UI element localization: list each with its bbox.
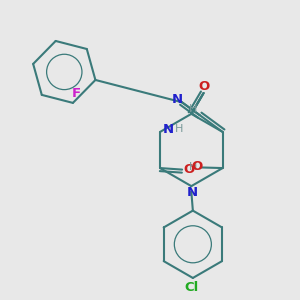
Text: N: N: [186, 186, 197, 200]
Text: O: O: [191, 160, 202, 173]
Text: Cl: Cl: [185, 280, 199, 294]
Text: N: N: [163, 123, 174, 136]
Text: H: H: [189, 104, 198, 114]
Text: N: N: [171, 93, 183, 106]
Text: F: F: [71, 87, 80, 100]
Text: H: H: [188, 161, 197, 172]
Text: H: H: [175, 124, 183, 134]
Text: O: O: [199, 80, 210, 93]
Text: O: O: [184, 163, 195, 176]
